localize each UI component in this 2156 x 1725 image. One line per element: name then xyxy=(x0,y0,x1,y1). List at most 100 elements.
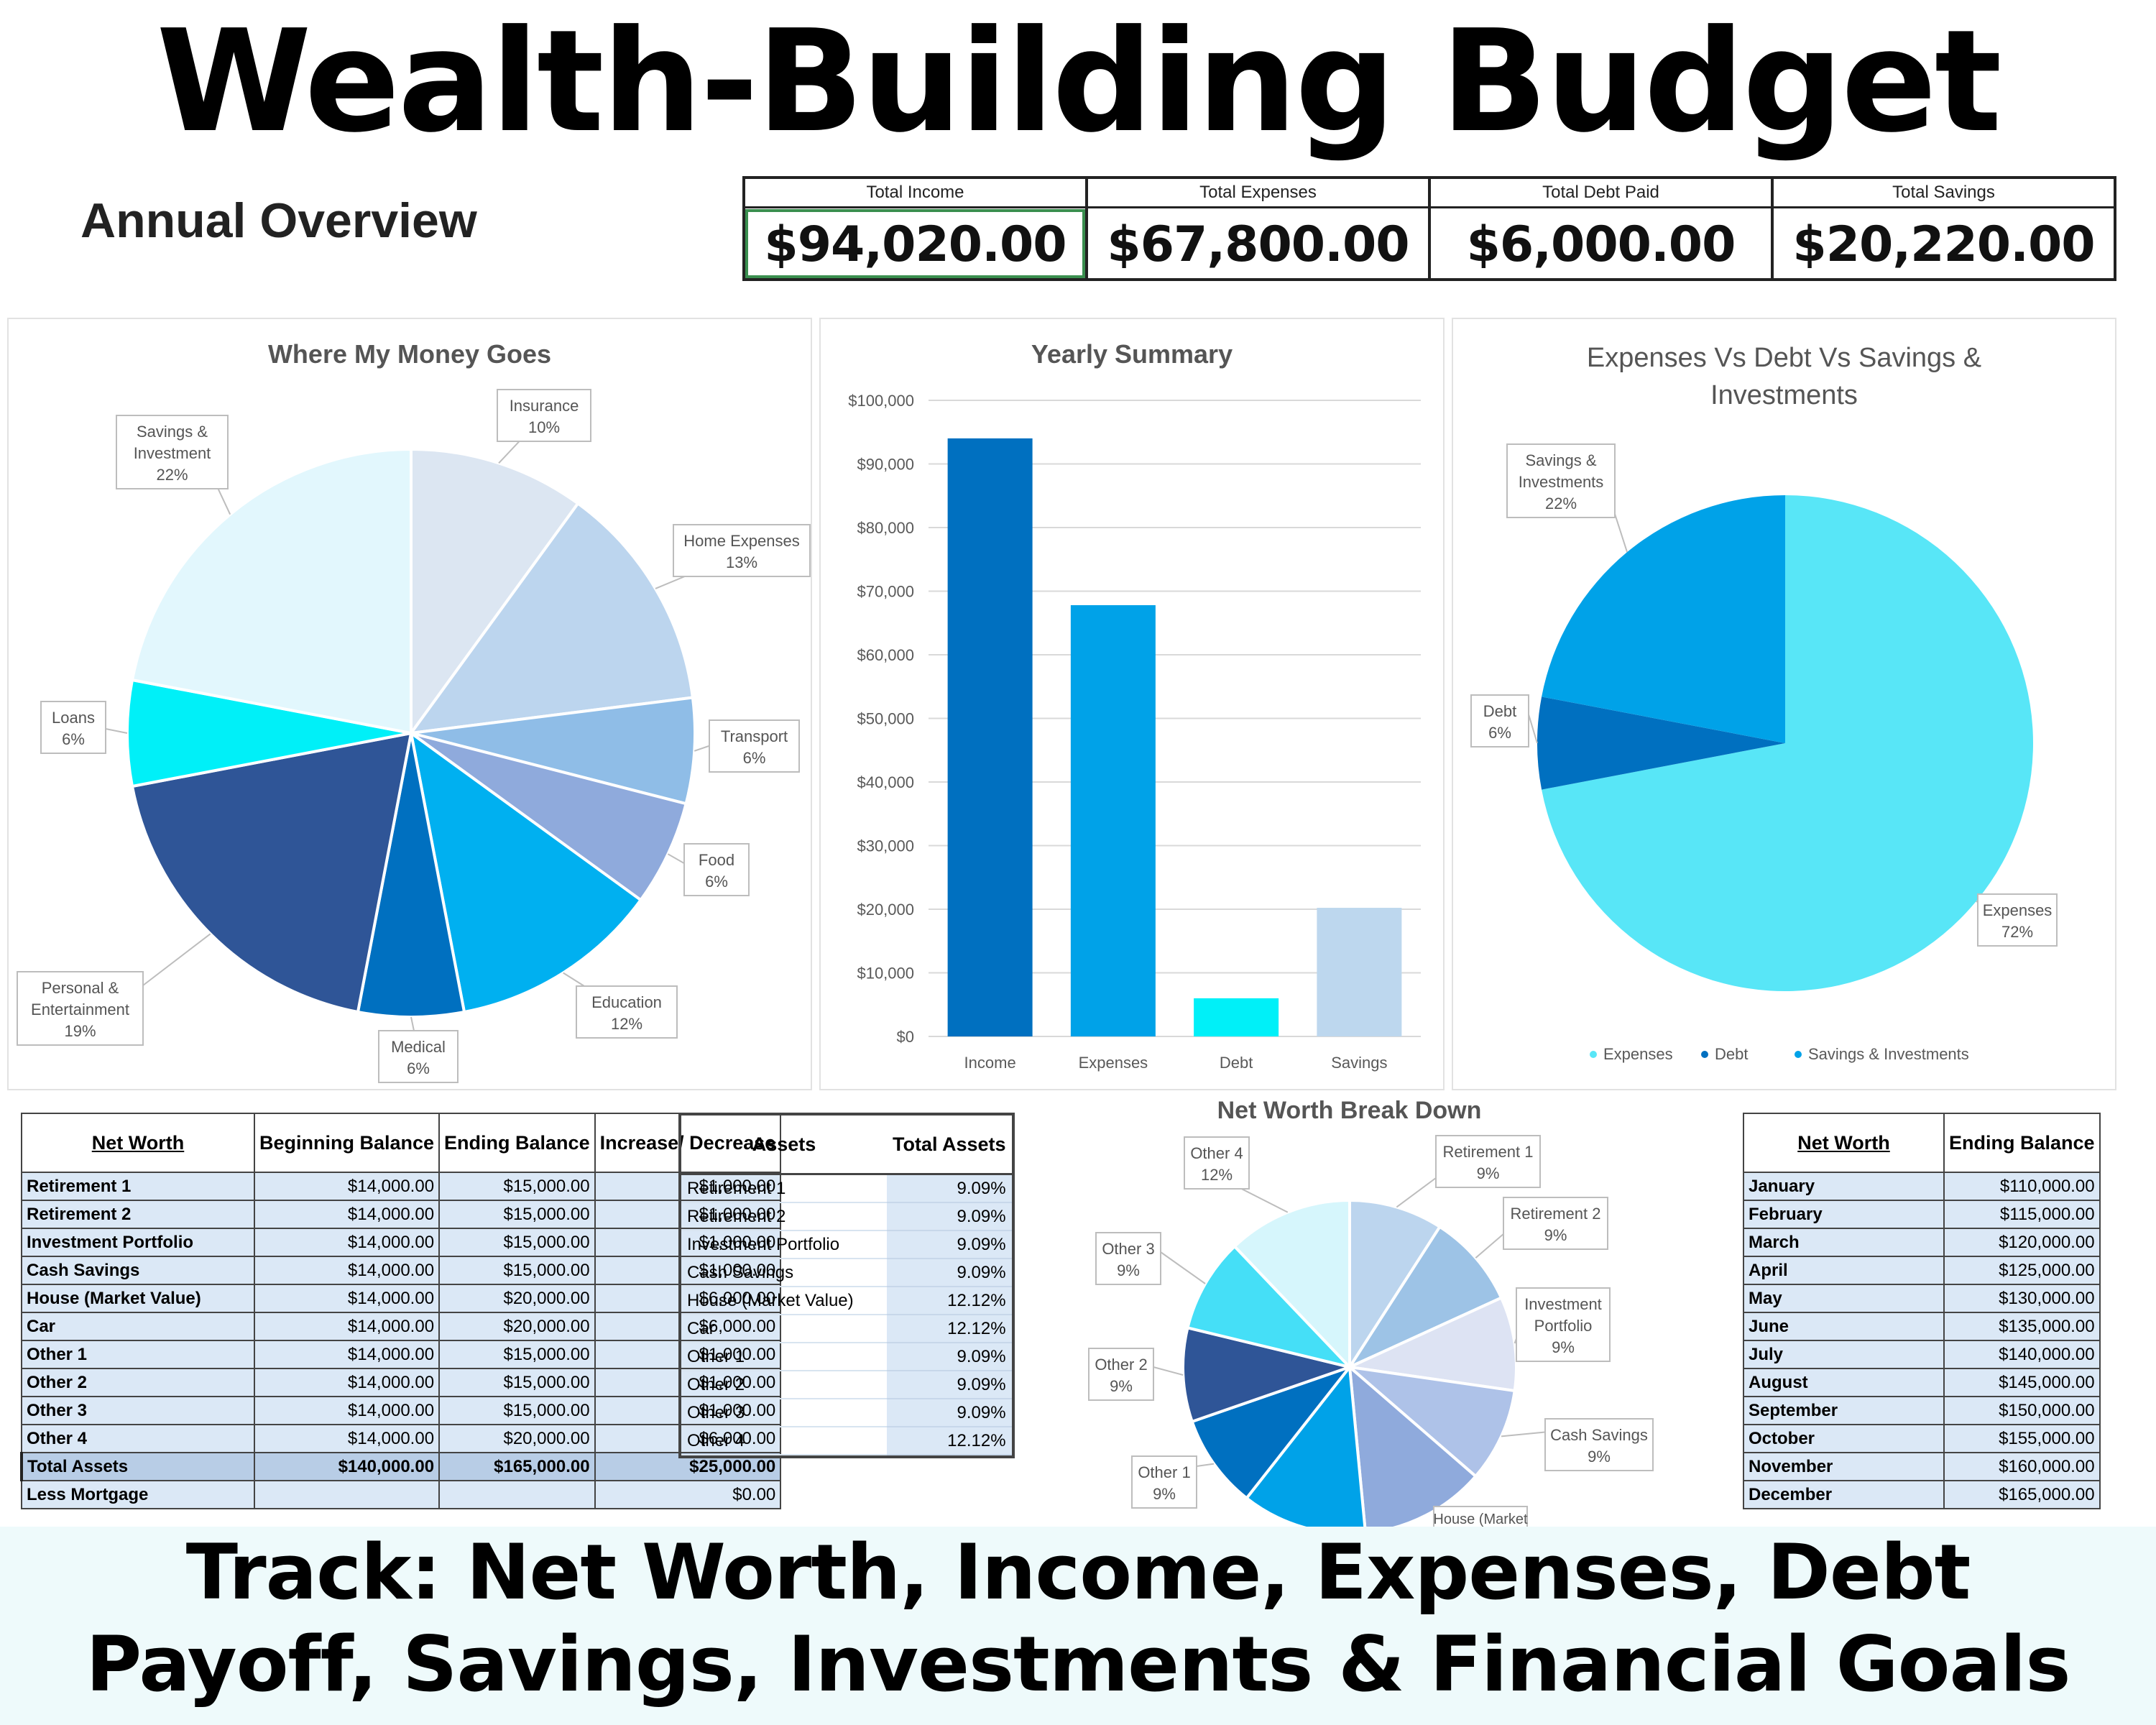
net-worth-cell[interactable]: $15,000.00 xyxy=(438,1172,596,1201)
assets-row-label[interactable]: Other 3 xyxy=(681,1399,887,1427)
net-worth-slice-retirement-2[interactable] xyxy=(1345,1225,1503,1371)
net-worth-slice-other-2[interactable] xyxy=(1181,1325,1355,1424)
net-worth-table[interactable]: Net Worth Beginning Balance Ending Balan… xyxy=(20,1113,782,1509)
monthly-row-june[interactable]: June $135,000.00 xyxy=(1743,1312,2101,1341)
monthly-row-october[interactable]: October $155,000.00 xyxy=(1743,1424,2101,1453)
net-worth-cell[interactable] xyxy=(438,1480,596,1509)
net-worth-slice-investment-portfolio[interactable] xyxy=(1344,1295,1518,1393)
net-worth-cell[interactable]: $15,000.00 xyxy=(438,1256,596,1285)
total-debt-cell[interactable]: Total Debt Paid $6,000.00 xyxy=(1428,179,1771,278)
exp-debt-sav-slice-expenses[interactable] xyxy=(1542,495,2033,991)
monthly-balance-cell[interactable]: $135,000.00 xyxy=(1943,1312,2101,1341)
net-worth-cell[interactable]: $20,000.00 xyxy=(438,1284,596,1313)
assets-row-car[interactable]: Car 12.12% xyxy=(681,1315,1012,1343)
net-worth-cell[interactable]: $0.00 xyxy=(594,1480,782,1509)
total-expenses-cell[interactable]: Total Expenses $67,800.00 xyxy=(1085,179,1428,278)
assets-table[interactable]: Assets Total Assets Retirement 1 9.09% Ret… xyxy=(681,1116,1012,1455)
assets-percent-cell[interactable]: 9.09% xyxy=(887,1259,1012,1287)
assets-percent-cell[interactable]: 9.09% xyxy=(887,1202,1012,1231)
monthly-row-may[interactable]: May $130,000.00 xyxy=(1743,1284,2101,1313)
monthly-balance-cell[interactable]: $160,000.00 xyxy=(1943,1452,2101,1481)
net-worth-cell[interactable]: $14,000.00 xyxy=(253,1340,441,1369)
money-goes-slice-savings-investment[interactable] xyxy=(130,447,413,735)
net-worth-row-other-2[interactable]: Other 2 $14,000.00 $15,000.00 $1,000.00 xyxy=(21,1368,782,1397)
net-worth-row-other-3[interactable]: Other 3 $14,000.00 $15,000.00 $1,000.00 xyxy=(21,1396,782,1425)
net-worth-cell[interactable]: $20,000.00 xyxy=(438,1424,596,1453)
monthly-row-label[interactable]: September xyxy=(1743,1396,1945,1425)
net-worth-cell[interactable]: $15,000.00 xyxy=(438,1200,596,1229)
assets-percent-cell[interactable]: 9.09% xyxy=(887,1174,1012,1203)
total-income-cell[interactable]: Total Income $94,020.00 xyxy=(745,179,1085,278)
net-worth-row-car[interactable]: Car $14,000.00 $20,000.00 $6,000.00 xyxy=(21,1312,782,1341)
money-goes-slice-transport[interactable] xyxy=(410,696,696,806)
monthly-balance-cell[interactable]: $140,000.00 xyxy=(1943,1340,2101,1369)
monthly-row-january[interactable]: January $110,000.00 xyxy=(1743,1172,2101,1201)
monthly-row-label[interactable]: February xyxy=(1743,1200,1945,1229)
net-worth-cell[interactable]: $14,000.00 xyxy=(253,1256,441,1285)
monthly-balance-cell[interactable]: $150,000.00 xyxy=(1943,1396,2101,1425)
monthly-row-label[interactable]: August xyxy=(1743,1368,1945,1397)
money-goes-slice-insurance[interactable] xyxy=(410,447,580,738)
monthly-row-label[interactable]: October xyxy=(1743,1424,1945,1453)
assets-row-label[interactable]: Car xyxy=(681,1315,887,1343)
where-money-goes-panel[interactable]: Where My Money Goes Insurance 10% Home Exp… xyxy=(7,318,812,1090)
yearly-bar-expenses[interactable] xyxy=(1070,604,1156,1036)
net-worth-cell[interactable]: $14,000.00 xyxy=(253,1228,441,1257)
net-worth-breakdown-panel[interactable]: Net Worth Break Down Retirement 1 9% Retir… xyxy=(1013,1092,1685,1527)
monthly-balance-cell[interactable]: $110,000.00 xyxy=(1943,1172,2101,1201)
net-worth-row-label[interactable]: Other 4 xyxy=(21,1424,255,1453)
assets-percent-cell[interactable]: 9.09% xyxy=(887,1399,1012,1427)
monthly-balance-cell[interactable]: $165,000.00 xyxy=(1943,1480,2101,1509)
yearly-bar-savings[interactable] xyxy=(1317,908,1402,1036)
net-worth-row-label[interactable]: Retirement 2 xyxy=(21,1200,255,1229)
monthly-row-label[interactable]: December xyxy=(1743,1480,1945,1509)
net-worth-row-label[interactable]: Investment Portfolio xyxy=(21,1228,255,1257)
net-worth-row-total-assets[interactable]: Total Assets $140,000.00 $165,000.00 $25,00… xyxy=(21,1452,782,1481)
monthly-row-label[interactable]: November xyxy=(1743,1452,1945,1481)
yearly-bar-debt[interactable] xyxy=(1194,998,1279,1036)
net-worth-row-label[interactable]: Other 3 xyxy=(21,1396,255,1425)
assets-row-investment-portfolio[interactable]: Investment Portfolio 9.09% xyxy=(681,1230,1012,1259)
assets-percent-cell[interactable]: 12.12% xyxy=(887,1427,1012,1455)
monthly-balance-cell[interactable]: $130,000.00 xyxy=(1943,1284,2101,1313)
monthly-row-label[interactable]: April xyxy=(1743,1256,1945,1285)
money-goes-slice-loans[interactable] xyxy=(126,678,412,788)
monthly-balance-cell[interactable]: $155,000.00 xyxy=(1943,1424,2101,1453)
net-worth-cell[interactable]: $15,000.00 xyxy=(438,1396,596,1425)
assets-percent-cell[interactable]: 9.09% xyxy=(887,1371,1012,1399)
net-worth-slice-retirement-1[interactable] xyxy=(1348,1198,1442,1372)
assets-row-other-4[interactable]: Other 4 12.12% xyxy=(681,1427,1012,1455)
assets-percent-cell[interactable]: 9.09% xyxy=(887,1343,1012,1371)
assets-row-label[interactable]: Other 4 xyxy=(681,1427,887,1455)
assets-percent-cell[interactable]: 12.12% xyxy=(887,1287,1012,1315)
monthly-balance-cell[interactable]: $120,000.00 xyxy=(1943,1228,2101,1257)
assets-row-retirement-1[interactable]: Retirement 1 9.09% xyxy=(681,1174,1012,1203)
yearly-summary-panel[interactable]: Yearly Summary $0 $10,000 $20,000 $30,000 $4… xyxy=(819,318,1445,1090)
assets-percent-cell[interactable]: 12.12% xyxy=(887,1315,1012,1343)
money-goes-slice-medical[interactable] xyxy=(356,732,466,1018)
net-worth-cell[interactable] xyxy=(253,1480,441,1509)
net-worth-cell[interactable]: $15,000.00 xyxy=(438,1340,596,1369)
net-worth-row-label[interactable]: Retirement 1 xyxy=(21,1172,255,1201)
net-worth-cell[interactable]: $15,000.00 xyxy=(438,1368,596,1397)
net-worth-cell[interactable]: $14,000.00 xyxy=(253,1312,441,1341)
total-savings-cell[interactable]: Total Savings $20,220.00 xyxy=(1771,179,2114,278)
assets-percent-cell[interactable]: 9.09% xyxy=(887,1230,1012,1259)
monthly-row-december[interactable]: December $165,000.00 xyxy=(1743,1480,2101,1509)
assets-row-other-2[interactable]: Other 2 9.09% xyxy=(681,1371,1012,1399)
exp-debt-sav-slice-debt[interactable] xyxy=(1537,696,1785,790)
assets-row-retirement-2[interactable]: Retirement 2 9.09% xyxy=(681,1202,1012,1231)
assets-row-label[interactable]: House (Market Value) xyxy=(681,1287,887,1315)
net-worth-row-label[interactable]: Other 1 xyxy=(21,1340,255,1369)
monthly-balance-cell[interactable]: $125,000.00 xyxy=(1943,1256,2101,1285)
net-worth-row-retirement-1[interactable]: Retirement 1 $14,000.00 $15,000.00 $1,000.0… xyxy=(21,1172,782,1201)
assets-row-other-3[interactable]: Other 3 9.09% xyxy=(681,1399,1012,1427)
assets-row-label[interactable]: Other 1 xyxy=(681,1343,887,1371)
net-worth-slice-cash-savings[interactable] xyxy=(1345,1365,1516,1478)
monthly-row-label[interactable]: June xyxy=(1743,1312,1945,1341)
net-worth-row-other-4[interactable]: Other 4 $14,000.00 $20,000.00 $6,000.00 xyxy=(21,1424,782,1453)
net-worth-row-house-market-value[interactable]: House (Market Value) $14,000.00 $20,000.00… xyxy=(21,1284,782,1313)
monthly-row-july[interactable]: July $140,000.00 xyxy=(1743,1340,2101,1369)
net-worth-row-label[interactable]: Cash Savings xyxy=(21,1256,255,1285)
net-worth-cell[interactable]: $20,000.00 xyxy=(438,1312,596,1341)
